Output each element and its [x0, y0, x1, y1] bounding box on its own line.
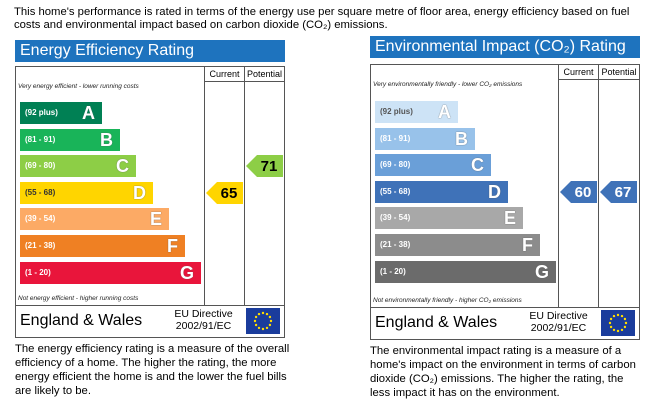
band-letter: G [179, 262, 194, 283]
eu-flag [601, 310, 635, 336]
band-letter: E [503, 208, 516, 229]
rating-band: (39 - 54) E [20, 208, 169, 231]
band-range: (55 - 68) [380, 186, 411, 196]
band-letter: C [116, 156, 129, 177]
rating-box: Current Potential Very environmentally fri… [370, 64, 640, 340]
rating-band: (81 - 91) B [20, 128, 120, 151]
potential-header: Potential [598, 65, 639, 80]
band-range: (81 - 91) [380, 133, 411, 143]
region: England & Wales [20, 312, 143, 329]
band-range: (21 - 38) [380, 240, 411, 249]
directive-label: EU Directive [174, 308, 233, 320]
rating-band: (69 - 80) C [375, 154, 491, 177]
directive-number: 2002/91/EC [530, 322, 587, 334]
rating-box: Current Potential Very energy efficient - … [15, 66, 285, 338]
band-range: (92 plus) [25, 108, 58, 117]
column-divider [204, 67, 205, 305]
rating-band: (55 - 68) D [375, 180, 508, 203]
column-divider [558, 65, 559, 307]
band-range: (81 - 91) [25, 134, 56, 144]
rating-band: (92 plus) A [375, 101, 458, 123]
rating-band: (1 - 20) G [375, 260, 556, 283]
directive-number: 2002/91/EC [175, 320, 232, 332]
potential-arrow-shape [600, 180, 637, 203]
current-arrow: 65 [206, 181, 243, 204]
column-divider [244, 67, 245, 305]
top-note: Very environmentally friendly - lower CO… [373, 81, 523, 88]
rating-band: (39 - 54) E [375, 207, 523, 230]
potential-rating: 67 [615, 184, 632, 201]
band-range: (1 - 20) [380, 266, 406, 276]
panel-title: Environmental Impact (CO₂) Rating [370, 36, 640, 58]
potential-arrow: 71 [246, 155, 283, 178]
band-range: (39 - 54) [380, 213, 411, 223]
current-arrow: 60 [560, 180, 597, 203]
panel-title: Energy Efficiency Rating [15, 40, 285, 62]
band-range: (39 - 54) [25, 214, 56, 224]
band-letter: G [534, 261, 549, 282]
rating-band: (69 - 80) C [20, 155, 136, 178]
column-divider [598, 65, 599, 307]
rating-band: (92 plus) A [20, 102, 102, 124]
band-letter: F [522, 235, 533, 255]
band-letter: A [82, 103, 95, 123]
footer-divider [16, 305, 284, 306]
band-letter: D [133, 182, 146, 203]
band-letter: D [488, 181, 501, 202]
rating-band: (21 - 38) F [20, 235, 185, 257]
band-letter: C [471, 155, 484, 176]
bottom-note: Not energy efficient - higher running co… [18, 295, 139, 302]
current-arrow-shape [560, 180, 597, 203]
rating-band: (21 - 38) F [375, 234, 540, 256]
band-letter: B [455, 128, 468, 149]
potential-arrow-shape [246, 155, 283, 178]
band-range: (55 - 68) [25, 187, 56, 197]
potential-arrow: 67 [600, 180, 637, 203]
band-range: (92 plus) [380, 107, 413, 116]
bottom-note: Not environmentally friendly - higher CO… [373, 297, 522, 304]
intro-text: This home's performance is rated in term… [14, 6, 630, 31]
directive-label: EU Directive [529, 310, 588, 322]
description: The environmental impact rating is a mea… [370, 345, 636, 399]
potential-rating: 71 [261, 158, 278, 175]
potential-header: Potential [244, 67, 284, 82]
rating-band: (55 - 68) D [20, 181, 153, 204]
band-range: (21 - 38) [25, 241, 56, 250]
current-rating: 65 [221, 185, 238, 202]
current-arrow-shape [206, 181, 243, 204]
rating-band: (81 - 91) B [375, 127, 475, 150]
band-range: (69 - 80) [25, 161, 56, 171]
top-note: Very energy efficient - lower running co… [18, 83, 139, 90]
current-rating: 60 [575, 184, 592, 201]
rating-band: (1 - 20) G [20, 261, 201, 284]
current-header: Current [204, 67, 244, 82]
band-letter: E [149, 209, 162, 230]
directive: EU Directive 2002/91/EC [521, 310, 596, 334]
directive: EU Directive 2002/91/EC [166, 308, 241, 332]
band-range: (1 - 20) [25, 267, 51, 277]
band-letter: B [100, 129, 113, 150]
footer-divider [371, 307, 639, 308]
eu-flag [246, 308, 280, 334]
band-range: (69 - 80) [380, 160, 411, 170]
band-letter: A [438, 102, 451, 122]
description: The energy efficiency rating is a measur… [15, 343, 290, 397]
band-letter: F [167, 236, 178, 256]
region: England & Wales [375, 314, 498, 331]
current-header: Current [558, 65, 598, 80]
